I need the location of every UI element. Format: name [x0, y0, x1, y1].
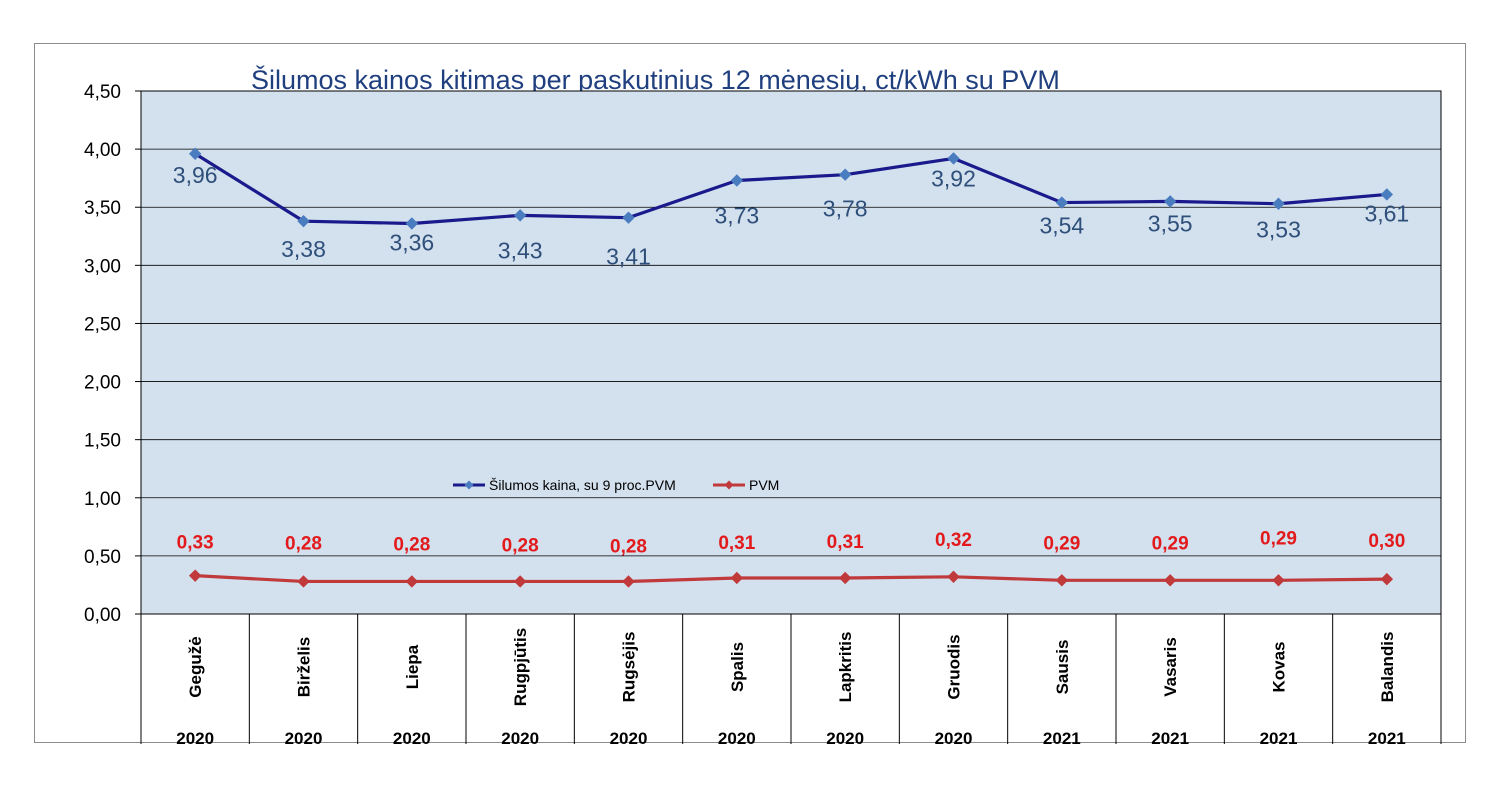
data-point	[513, 209, 527, 222]
x-tick-label: Balandis	[1378, 632, 1397, 703]
data-label: 3,38	[281, 236, 326, 262]
data-point	[1163, 195, 1177, 208]
data-label: 3,96	[173, 162, 218, 188]
data-label: 3,61	[1364, 200, 1409, 226]
x-tick-label: Sausis	[1053, 640, 1072, 695]
chart-title: Šilumos kainos kitimas per paskutinius 1…	[251, 64, 1060, 95]
x-tick-label: Gegužė	[186, 636, 205, 697]
x-tick-label: Kovas	[1270, 641, 1289, 692]
year-label: 2021	[1151, 729, 1189, 744]
data-point	[622, 211, 635, 224]
chart-frame: Šilumos kainos kitimas per paskutinius 1…	[34, 43, 1466, 744]
data-point	[1380, 188, 1394, 201]
legend-marker	[464, 480, 474, 490]
data-point	[297, 214, 310, 228]
year-label: 2020	[718, 729, 756, 744]
y-tick-label: 0,50	[84, 547, 121, 568]
year-label: 2021	[1260, 729, 1298, 744]
data-label: 0,31	[827, 532, 864, 553]
legend-label: PVM	[749, 477, 779, 493]
y-tick-label: 0,00	[84, 605, 121, 626]
y-tick-label: 2,00	[84, 373, 121, 394]
data-point	[1163, 574, 1177, 587]
data-label: 3,43	[498, 237, 543, 263]
data-point	[297, 575, 310, 588]
y-tick-label: 1,50	[84, 431, 121, 452]
series-line-vat	[195, 574, 1387, 584]
data-label: 3,73	[714, 202, 759, 228]
data-point	[1055, 574, 1069, 587]
data-point	[513, 575, 527, 588]
year-label: 2021	[1368, 729, 1406, 744]
data-label: 0,32	[935, 530, 972, 551]
y-tick-label: 3,00	[84, 256, 121, 277]
data-point	[405, 217, 419, 230]
y-tick-label: 2,50	[84, 314, 121, 335]
data-label: 3,78	[823, 196, 868, 222]
year-label: 2020	[393, 729, 431, 744]
data-point	[1055, 196, 1069, 209]
year-label: 2021	[1043, 729, 1081, 744]
line-chart: Šilumos kainos kitimas per paskutinius 1…	[84, 64, 1442, 744]
data-label: 0,30	[1368, 531, 1405, 552]
year-label: 2020	[285, 729, 323, 744]
data-point	[838, 168, 852, 181]
series-line-price	[194, 152, 1387, 226]
x-tick-label: Lapkritis	[836, 632, 855, 703]
x-tick-label: Gruodis	[945, 634, 964, 699]
year-label: 2020	[610, 729, 648, 744]
data-label: 3,36	[389, 229, 434, 255]
data-label: 0,31	[718, 533, 755, 554]
data-label: 0,29	[1043, 533, 1080, 554]
year-label: 2020	[176, 729, 214, 744]
data-point	[1272, 574, 1285, 587]
data-point	[405, 575, 419, 588]
data-label: 3,54	[1039, 213, 1084, 239]
x-tick-label: Vasaris	[1161, 637, 1180, 697]
data-point	[622, 575, 635, 588]
data-point	[730, 174, 744, 187]
data-point	[188, 147, 202, 160]
data-point	[838, 571, 852, 585]
data-label: 3,41	[606, 244, 651, 270]
data-label: 0,29	[1152, 533, 1189, 554]
data-label: 3,55	[1148, 210, 1193, 236]
x-tick-label: Liepa	[403, 644, 422, 689]
data-label: 0,28	[393, 534, 430, 555]
data-point	[947, 570, 960, 584]
data-point	[947, 152, 960, 165]
y-tick-label: 4,00	[84, 140, 121, 161]
x-tick-label: Rugsėjis	[620, 632, 639, 703]
plot-area	[140, 90, 1442, 615]
x-tick-label: Rugpjūtis	[511, 628, 530, 706]
x-tick-label: Birželis	[295, 637, 314, 697]
legend-marker	[724, 480, 734, 490]
y-tick-label: 1,00	[84, 489, 121, 510]
y-tick-label: 3,50	[84, 198, 121, 219]
data-label: 0,28	[610, 536, 647, 557]
x-tick-label: Spalis	[728, 642, 747, 692]
data-label: 0,33	[177, 533, 214, 554]
data-point	[730, 571, 744, 585]
data-label: 3,53	[1256, 217, 1301, 243]
legend-label: Šilumos kaina, su 9 proc.PVM	[489, 477, 676, 493]
year-label: 2020	[826, 729, 864, 744]
year-label: 2020	[935, 729, 973, 744]
data-label: 0,28	[285, 533, 322, 554]
y-tick-label: 4,50	[84, 82, 121, 103]
data-point	[1380, 572, 1394, 586]
data-label: 3,92	[931, 165, 976, 191]
data-label: 0,29	[1260, 528, 1297, 549]
data-point	[188, 569, 202, 582]
data-label: 0,28	[502, 535, 539, 556]
data-point	[1272, 197, 1285, 210]
year-label: 2020	[501, 729, 539, 744]
